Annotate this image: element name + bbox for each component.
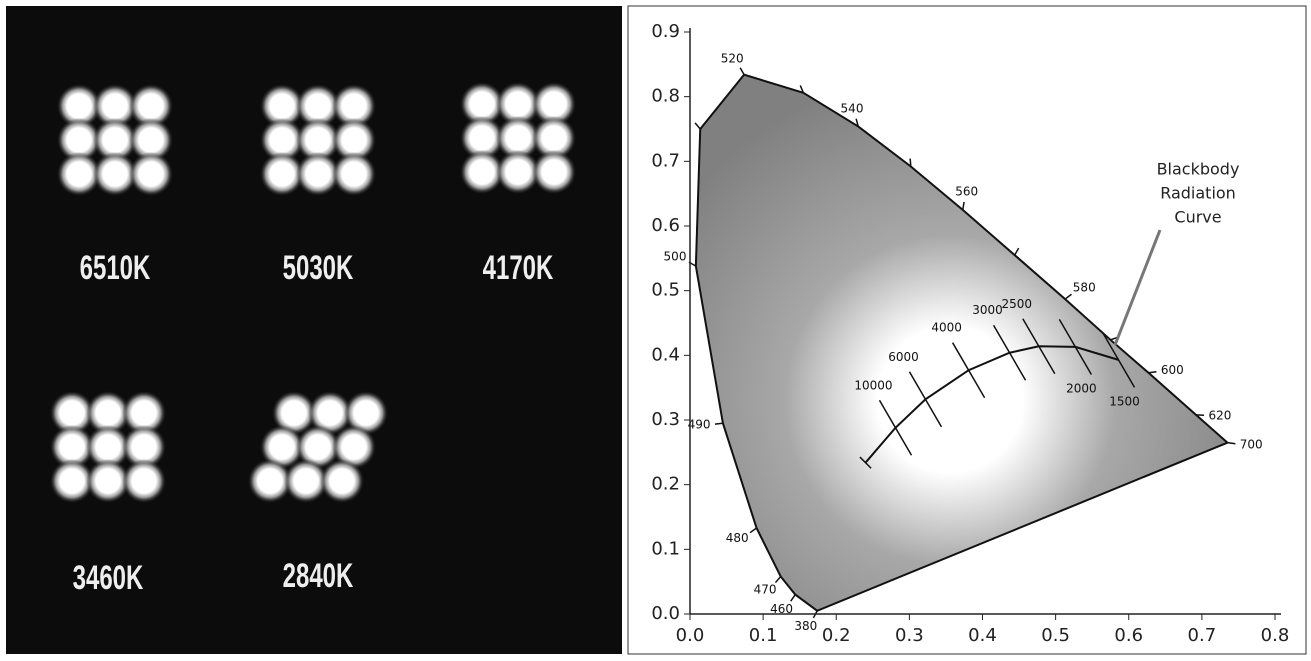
figure: 6510K5030K4170K3460K2840K 38046047048049… <box>0 0 1311 657</box>
x-tick-label: 0.2 <box>822 625 851 646</box>
page: 6510K5030K4170K3460K2840K 38046047048049… <box>0 0 1311 661</box>
color-temperature-label: 4170K <box>483 249 554 287</box>
y-tick-label: 0.7 <box>651 150 680 171</box>
wavelength-label: 490 <box>688 418 711 432</box>
temperature-label: 1500 <box>1109 394 1140 408</box>
x-tick-label: 0.3 <box>895 625 924 646</box>
wavelength-label: 600 <box>1161 363 1184 377</box>
led <box>320 459 364 503</box>
color-temperature-label: 6510K <box>80 249 151 287</box>
led <box>129 152 173 196</box>
temperature-label: 6000 <box>888 350 919 364</box>
y-tick-label: 0.6 <box>651 215 680 236</box>
wavelength-label: 520 <box>721 52 744 66</box>
y-tick-label: 0.4 <box>651 344 680 365</box>
temperature-label: 2500 <box>1002 297 1033 311</box>
y-tick-label: 0.8 <box>651 86 680 107</box>
wavelength-label: 620 <box>1209 408 1232 422</box>
y-tick-label: 0.3 <box>651 409 680 430</box>
color-temperature-label: 5030K <box>283 249 354 287</box>
x-tick-label: 0.0 <box>676 625 705 646</box>
led <box>122 459 166 503</box>
x-tick-label: 0.8 <box>1261 625 1290 646</box>
led <box>332 152 376 196</box>
y-tick-label: 0.2 <box>651 474 680 495</box>
annotation: Radiation <box>1160 184 1236 203</box>
wavelength-label: 560 <box>955 185 978 199</box>
temperature-label: 3000 <box>972 303 1003 317</box>
wavelength-label: 580 <box>1073 281 1096 295</box>
wavelength-tick <box>910 159 911 167</box>
wavelength-label: 540 <box>841 102 864 116</box>
y-tick-label: 0.5 <box>651 280 680 301</box>
wavelength-label: 500 <box>664 250 687 264</box>
x-tick-label: 0.1 <box>749 625 778 646</box>
wavelength-label: 380 <box>794 619 817 633</box>
x-tick-label: 0.4 <box>968 625 997 646</box>
color-temperature-label: 2840K <box>283 557 354 595</box>
color-temperature-label: 3460K <box>73 559 144 597</box>
y-tick-label: 0.0 <box>651 603 680 624</box>
temperature-label: 10000 <box>854 378 892 392</box>
wavelength-label: 470 <box>754 583 777 597</box>
temperature-label: 2000 <box>1066 381 1097 395</box>
temperature-label: 4000 <box>931 321 962 335</box>
x-tick-label: 0.7 <box>1188 625 1217 646</box>
x-tick-label: 0.6 <box>1114 625 1143 646</box>
annotation: Curve <box>1174 208 1221 227</box>
wavelength-tick <box>715 423 723 424</box>
wavelength-label: 480 <box>726 531 749 545</box>
x-tick-label: 0.5 <box>1041 625 1070 646</box>
wavelength-tick <box>1148 372 1156 373</box>
annotation: Blackbody <box>1157 160 1240 179</box>
y-tick-label: 0.9 <box>651 21 680 42</box>
y-tick-label: 0.1 <box>651 538 680 559</box>
led <box>532 150 576 194</box>
wavelength-label: 700 <box>1240 438 1263 452</box>
